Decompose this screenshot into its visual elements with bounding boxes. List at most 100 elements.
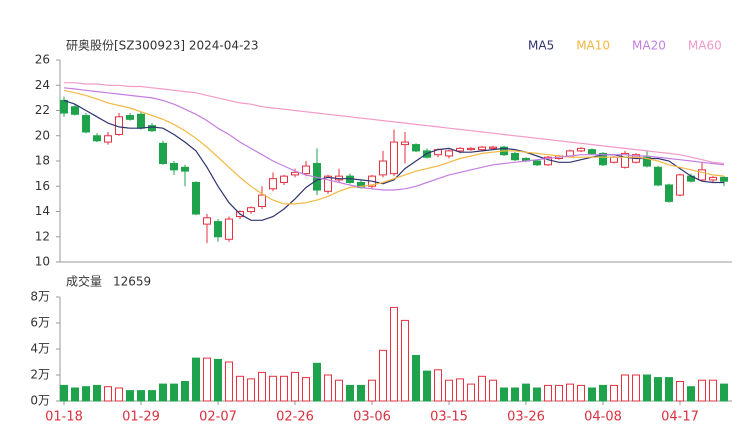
volume-bar bbox=[258, 371, 266, 402]
volume-bar bbox=[291, 371, 299, 402]
candle-body bbox=[698, 169, 706, 181]
x-tick-label: 02-07 bbox=[199, 410, 237, 425]
volume-bar bbox=[280, 375, 288, 402]
x-tick-label: 03-26 bbox=[507, 410, 545, 425]
y-tick-label: 14 bbox=[35, 204, 50, 218]
volume-bar bbox=[445, 379, 453, 402]
candle-body bbox=[478, 146, 486, 151]
candle-body bbox=[610, 156, 618, 163]
candle-body bbox=[192, 181, 200, 215]
candle-body bbox=[445, 150, 453, 157]
candle-body bbox=[280, 175, 288, 183]
v-tick-label: 8万 bbox=[30, 290, 50, 304]
candle-body bbox=[588, 149, 596, 154]
volume-bar bbox=[632, 374, 640, 402]
candle-body bbox=[324, 175, 332, 192]
candle-body bbox=[412, 144, 420, 152]
legend-label: MA10 bbox=[576, 39, 610, 53]
volume-bar bbox=[467, 383, 475, 402]
volume-bar bbox=[720, 383, 728, 402]
legend-label: MA5 bbox=[528, 39, 554, 53]
x-tick-label: 02-26 bbox=[276, 410, 314, 425]
candle-body bbox=[577, 147, 585, 152]
y-tick-label: 24 bbox=[35, 78, 50, 92]
candle-body bbox=[93, 135, 101, 142]
volume-bar bbox=[192, 357, 200, 402]
candle-body bbox=[269, 178, 277, 190]
v-tick-label: 6万 bbox=[30, 316, 50, 330]
volume-bar bbox=[577, 384, 585, 402]
candle-body bbox=[71, 106, 79, 115]
candle-body bbox=[214, 221, 222, 238]
candle-body bbox=[225, 218, 233, 240]
legend-label: MA60 bbox=[688, 39, 722, 53]
candle-body bbox=[533, 160, 541, 166]
volume-bar bbox=[412, 355, 420, 402]
volume-bar bbox=[71, 387, 79, 402]
candle-body bbox=[665, 184, 673, 202]
volume-bar bbox=[533, 387, 541, 402]
candle-body bbox=[203, 217, 211, 225]
ma-line bbox=[64, 82, 725, 165]
candle-body bbox=[291, 171, 299, 176]
volume-bar bbox=[269, 375, 277, 402]
volume-bar bbox=[60, 384, 68, 402]
volume-bar bbox=[335, 379, 343, 402]
x-tick-label: 04-17 bbox=[661, 410, 699, 425]
volume-bar bbox=[170, 383, 178, 402]
volume-bar bbox=[434, 369, 442, 402]
volume-bar bbox=[236, 375, 244, 402]
candle-body bbox=[676, 174, 684, 196]
volume-bar bbox=[390, 306, 398, 402]
y-tick-label: 16 bbox=[35, 179, 50, 193]
y-tick-label: 26 bbox=[35, 53, 50, 67]
candle-body bbox=[126, 115, 134, 120]
candle-body bbox=[709, 176, 717, 181]
v-tick-label: 2万 bbox=[30, 368, 50, 382]
candle-body bbox=[159, 142, 167, 165]
y-tick-label: 20 bbox=[35, 128, 50, 142]
candle-body bbox=[401, 141, 409, 146]
candle-body bbox=[82, 115, 90, 133]
volume-bar bbox=[181, 381, 189, 402]
volume-bar bbox=[82, 386, 90, 402]
volume-bar bbox=[489, 379, 497, 402]
volume-bar bbox=[148, 390, 156, 402]
volume-bar bbox=[324, 374, 332, 402]
y-tick-label: 22 bbox=[35, 103, 50, 117]
volume-bar bbox=[346, 384, 354, 402]
candle-body bbox=[621, 152, 629, 168]
chart-title: 研奥股份[SZ300923] 2024-04-23 bbox=[66, 39, 259, 53]
volume-bar bbox=[511, 387, 519, 402]
v-tick-label: 0万 bbox=[30, 394, 50, 408]
candle-body bbox=[467, 147, 475, 151]
candle-body bbox=[170, 163, 178, 171]
volume-bar bbox=[313, 362, 321, 402]
x-tick-label: 04-08 bbox=[584, 410, 622, 425]
y-tick-label: 10 bbox=[35, 255, 50, 269]
volume-bar bbox=[676, 381, 684, 402]
volume-bar bbox=[709, 379, 717, 402]
candle-body bbox=[720, 176, 728, 182]
y-tick-label: 12 bbox=[35, 229, 50, 243]
volume-bar bbox=[368, 379, 376, 402]
volume-bar bbox=[137, 390, 145, 402]
volume-bar bbox=[302, 377, 310, 402]
candle-body bbox=[379, 160, 387, 176]
volume-bar bbox=[159, 383, 167, 402]
volume-bar bbox=[247, 378, 255, 402]
volume-latest: 12659 bbox=[113, 275, 151, 289]
volume-bar bbox=[555, 384, 563, 402]
volume-bar bbox=[93, 384, 101, 402]
volume-bar bbox=[423, 370, 431, 402]
volume-bar bbox=[478, 375, 486, 402]
volume-bar bbox=[599, 384, 607, 402]
candle-body bbox=[654, 166, 662, 186]
x-tick-label: 03-06 bbox=[353, 410, 391, 425]
candle-body bbox=[511, 152, 519, 161]
volume-bar bbox=[643, 374, 651, 402]
volume-bar bbox=[203, 357, 211, 402]
candle-body bbox=[104, 135, 112, 143]
candle-body bbox=[181, 166, 189, 172]
volume-bar bbox=[698, 379, 706, 402]
